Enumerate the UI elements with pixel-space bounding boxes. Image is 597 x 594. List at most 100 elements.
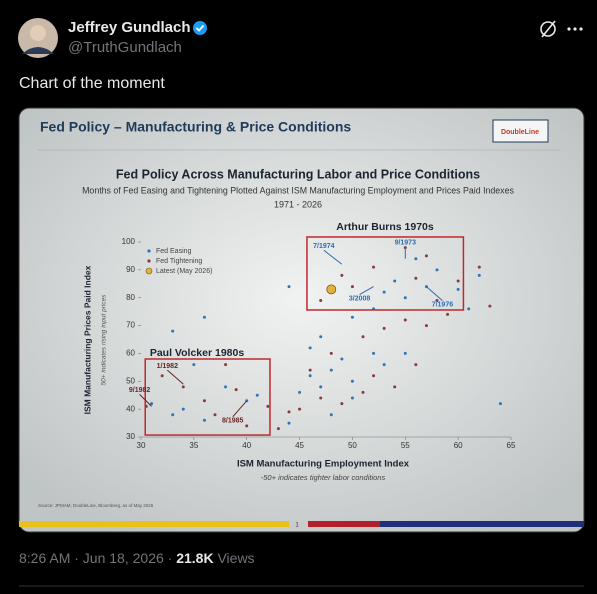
y-axis-label: ISM Manufacturing Prices Paid Index bbox=[82, 265, 92, 414]
point bbox=[403, 296, 407, 300]
point bbox=[329, 368, 333, 372]
point bbox=[266, 404, 270, 408]
view-count: 21.8K bbox=[176, 550, 213, 566]
slide-title: Fed Policy – Manufacturing & Price Condi… bbox=[40, 119, 351, 135]
box-title: Paul Volcker 1980s bbox=[150, 347, 245, 359]
box-title: Arthur Burns 1970s bbox=[336, 221, 434, 233]
point bbox=[181, 385, 185, 389]
point bbox=[329, 351, 333, 355]
point bbox=[287, 421, 291, 425]
legend-marker bbox=[147, 249, 151, 253]
annotation-label: 9/1973 bbox=[395, 240, 417, 247]
point bbox=[308, 368, 312, 372]
avatar-suit bbox=[22, 47, 54, 54]
annotation-arrow bbox=[359, 286, 374, 296]
annotation-arrow bbox=[166, 369, 184, 385]
x-tick-label: 50 bbox=[348, 441, 357, 450]
slide-page: 1 bbox=[295, 523, 299, 529]
point bbox=[255, 393, 259, 397]
y-tick-label: 90 bbox=[126, 265, 135, 274]
point bbox=[477, 265, 481, 269]
annotation-label: 7/1976 bbox=[432, 301, 454, 308]
more-icon[interactable] bbox=[567, 27, 583, 31]
point bbox=[213, 413, 217, 417]
media-card[interactable] bbox=[18, 107, 585, 533]
annotation-arrow bbox=[232, 400, 248, 418]
stripe-blue bbox=[380, 521, 584, 527]
verified-check bbox=[195, 24, 205, 32]
point bbox=[393, 385, 397, 389]
point bbox=[340, 273, 344, 277]
point bbox=[414, 257, 418, 261]
latest-point bbox=[326, 284, 337, 295]
y-tick-label: 70 bbox=[126, 321, 135, 330]
y-tick-label: 40 bbox=[126, 404, 135, 413]
y-tick-label: 50 bbox=[126, 376, 135, 385]
point bbox=[424, 254, 428, 258]
y-tick-label: 80 bbox=[126, 293, 135, 302]
legend-marker bbox=[147, 259, 151, 263]
point bbox=[329, 413, 333, 417]
y-tick-label: 60 bbox=[126, 349, 135, 358]
highlight-box bbox=[144, 358, 271, 436]
point bbox=[446, 312, 450, 316]
point bbox=[319, 299, 323, 302]
chart-title: Fed Policy Across Manufacturing Labor an… bbox=[116, 167, 480, 181]
x-axis-label: ISM Manufacturing Employment Index bbox=[237, 459, 410, 470]
point bbox=[488, 304, 492, 308]
point bbox=[361, 390, 365, 394]
annotation-label: 8/1985 bbox=[222, 418, 244, 425]
chart-subtitle: Months of Fed Easing and Tightening Plot… bbox=[82, 185, 514, 195]
avatar-face bbox=[30, 25, 46, 41]
point bbox=[202, 418, 206, 422]
point bbox=[372, 265, 376, 269]
point bbox=[456, 279, 460, 283]
annotation-label: 3/2008 bbox=[349, 295, 371, 302]
highlight-box bbox=[306, 236, 465, 311]
point bbox=[350, 315, 354, 319]
legend-label: Latest (May 2026) bbox=[156, 268, 212, 275]
tweet-time: 8:26 AM · Jun 18, 2026 · bbox=[19, 550, 172, 566]
author-handle[interactable]: @TruthGundlach bbox=[68, 39, 182, 56]
point bbox=[382, 363, 386, 367]
point bbox=[414, 363, 418, 367]
annotation-arrow bbox=[323, 249, 343, 265]
x-tick-label: 45 bbox=[295, 441, 304, 450]
point bbox=[477, 273, 481, 277]
legend-label: Fed Tightening bbox=[156, 258, 202, 265]
point bbox=[287, 285, 291, 289]
grok-icon[interactable] bbox=[540, 21, 556, 37]
x-tick-label: 30 bbox=[137, 441, 146, 450]
point bbox=[192, 363, 196, 367]
annotation-label: 7/1974 bbox=[313, 243, 335, 250]
legend-label: Fed Easing bbox=[156, 248, 192, 255]
point bbox=[424, 324, 428, 328]
point bbox=[298, 407, 302, 411]
author-name[interactable]: Jeffrey Gundlach bbox=[68, 19, 191, 36]
plot: 30 35 40 45 50 55 60 65 30 40 50 60 70 80 90 100 Fed Eas… bbox=[122, 221, 516, 450]
point bbox=[150, 402, 154, 406]
stripe-yellow bbox=[19, 521, 289, 527]
point bbox=[224, 385, 228, 389]
annotation-arrow bbox=[426, 286, 443, 301]
point bbox=[372, 374, 376, 378]
point bbox=[350, 396, 354, 400]
point bbox=[403, 318, 407, 322]
point bbox=[382, 326, 386, 330]
y-tick-label: 100 bbox=[122, 237, 136, 246]
point bbox=[340, 357, 344, 361]
point bbox=[393, 279, 397, 283]
point bbox=[319, 385, 323, 389]
point bbox=[171, 413, 175, 417]
slide-source: Source: JPMAM, DoubleLine, Bloomberg, as… bbox=[38, 503, 154, 508]
point bbox=[202, 399, 206, 403]
x-tick-label: 35 bbox=[189, 441, 198, 450]
point bbox=[435, 268, 439, 272]
point bbox=[372, 351, 376, 355]
x-tick-label: 55 bbox=[401, 441, 410, 450]
point bbox=[202, 315, 206, 319]
point bbox=[319, 335, 323, 339]
point bbox=[308, 346, 312, 350]
legend-marker bbox=[145, 267, 153, 275]
